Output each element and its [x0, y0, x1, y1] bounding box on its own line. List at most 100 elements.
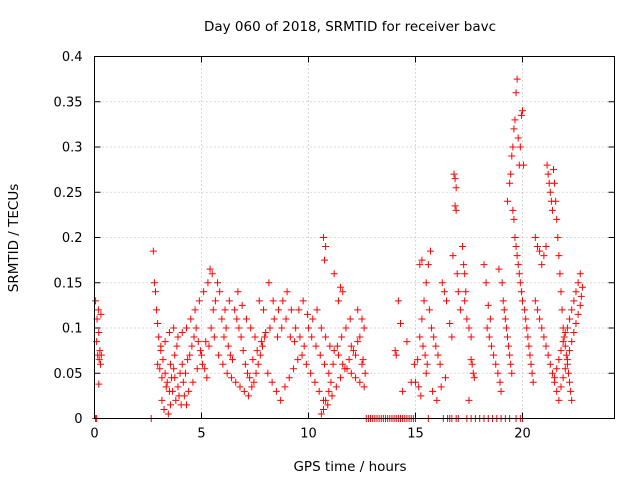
- data-point: [430, 333, 438, 341]
- data-point: [546, 188, 554, 196]
- data-point: [256, 351, 264, 359]
- data-point: [563, 356, 571, 364]
- data-point: [415, 383, 423, 391]
- data-point: [559, 338, 567, 346]
- data-point: [250, 378, 258, 386]
- data-point: [196, 347, 204, 355]
- data-point: [577, 292, 585, 300]
- data-point: [321, 256, 329, 264]
- data-point: [544, 351, 552, 359]
- data-point: [546, 360, 554, 368]
- data-point: [187, 315, 195, 323]
- data-point: [498, 279, 506, 287]
- data-point: [294, 356, 302, 364]
- data-point: [184, 356, 192, 364]
- data-point: [220, 333, 228, 341]
- data-point: [218, 315, 226, 323]
- data-point: [201, 365, 209, 373]
- data-point: [359, 356, 367, 364]
- data-point: [556, 270, 564, 278]
- data-point: [449, 252, 457, 260]
- data-point: [174, 383, 182, 391]
- data-point: [522, 315, 530, 323]
- data-point: [411, 378, 419, 386]
- y-tick-label: 0.4: [62, 50, 83, 65]
- data-point: [517, 111, 525, 119]
- data-point: [542, 243, 550, 251]
- data-point: [249, 356, 257, 364]
- data-point: [515, 270, 523, 278]
- x-tick-label: 10: [300, 427, 317, 442]
- data-point: [496, 378, 504, 386]
- data-point: [487, 342, 495, 350]
- data-point: [324, 401, 332, 409]
- data-point: [574, 310, 582, 318]
- data-point: [566, 378, 574, 386]
- data-point: [465, 324, 473, 332]
- data-point: [440, 288, 448, 296]
- data-point: [222, 324, 230, 332]
- data-point: [392, 351, 400, 359]
- data-point: [225, 297, 233, 305]
- data-point: [155, 333, 163, 341]
- data-point: [236, 383, 244, 391]
- data-point: [578, 283, 586, 291]
- y-tick-label: 0: [74, 412, 82, 427]
- data-point: [512, 243, 520, 251]
- data-point: [531, 297, 539, 305]
- data-point: [456, 306, 464, 314]
- data-point: [252, 369, 260, 377]
- data-point: [422, 279, 430, 287]
- data-point: [319, 405, 327, 413]
- data-point: [414, 356, 422, 364]
- data-point: [459, 243, 467, 251]
- data-point: [523, 324, 531, 332]
- data-point: [246, 374, 254, 382]
- data-point: [164, 410, 172, 418]
- data-point: [312, 342, 320, 350]
- data-point: [528, 369, 536, 377]
- data-point: [161, 338, 169, 346]
- data-point: [269, 297, 277, 305]
- data-point: [536, 247, 544, 255]
- data-point: [433, 396, 441, 404]
- data-point: [470, 374, 478, 382]
- data-point: [97, 310, 105, 318]
- data-point: [563, 324, 571, 332]
- data-point: [325, 369, 333, 377]
- data-point: [360, 324, 368, 332]
- data-point: [358, 315, 366, 323]
- data-point: [399, 387, 407, 395]
- data-point: [416, 261, 424, 269]
- data-point: [264, 369, 272, 377]
- data-point: [514, 261, 522, 269]
- data-point: [322, 396, 330, 404]
- data-point: [268, 378, 276, 386]
- data-point: [574, 279, 582, 287]
- data-point: [460, 261, 468, 269]
- data-point: [272, 387, 280, 395]
- data-point: [559, 374, 567, 382]
- data-point: [555, 396, 563, 404]
- data-point: [538, 324, 546, 332]
- data-point: [287, 306, 295, 314]
- data-point: [394, 297, 402, 305]
- data-point: [557, 288, 565, 296]
- data-point: [334, 351, 342, 359]
- data-point: [450, 170, 458, 178]
- data-point: [185, 387, 193, 395]
- data-point: [156, 365, 164, 373]
- data-point: [96, 347, 104, 355]
- data-point: [452, 206, 460, 214]
- data-point: [303, 310, 311, 318]
- data-point: [391, 347, 399, 355]
- data-point: [233, 315, 241, 323]
- data-point: [352, 374, 360, 382]
- data-point: [544, 170, 552, 178]
- data-point: [527, 360, 535, 368]
- data-point: [207, 324, 215, 332]
- data-point: [453, 270, 461, 278]
- x-axis-label: GPS time / hours: [293, 459, 406, 475]
- data-point: [203, 374, 211, 382]
- data-point: [418, 256, 426, 264]
